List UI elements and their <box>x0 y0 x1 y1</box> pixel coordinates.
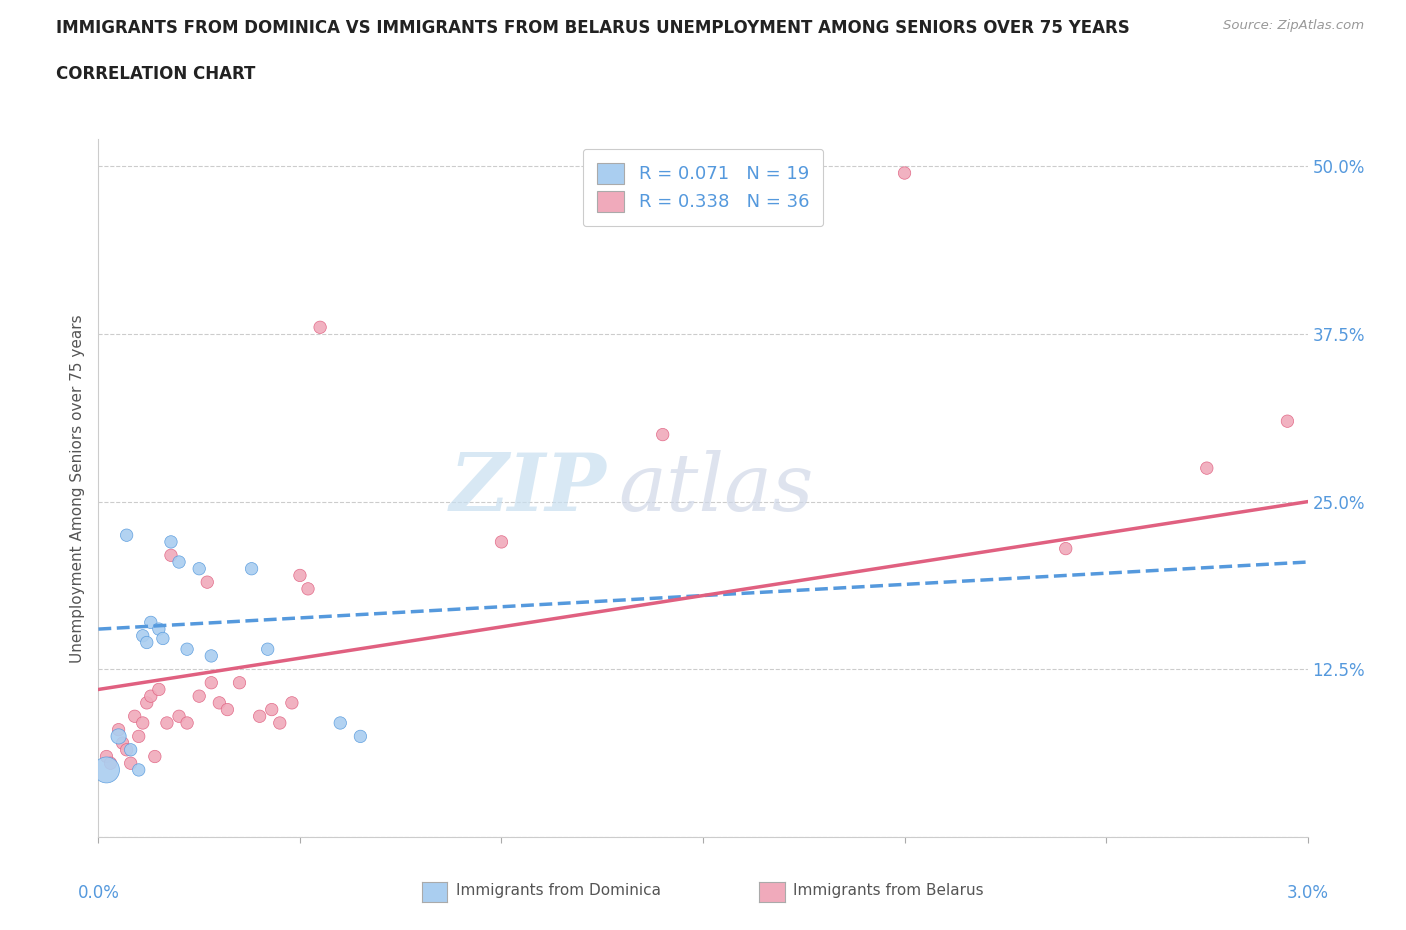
Point <box>309 320 332 335</box>
Point <box>1195 460 1218 475</box>
Point <box>651 427 673 442</box>
Point <box>96 749 118 764</box>
Point <box>128 729 150 744</box>
Point <box>217 702 239 717</box>
Text: Immigrants from Belarus: Immigrants from Belarus <box>793 884 984 898</box>
Point <box>167 554 190 569</box>
Point <box>491 535 513 550</box>
Legend: R = 0.071   N = 19, R = 0.338   N = 36: R = 0.071 N = 19, R = 0.338 N = 36 <box>582 149 824 226</box>
Point <box>329 715 352 730</box>
Point <box>1277 414 1299 429</box>
Point <box>152 631 174 646</box>
Point <box>135 696 157 711</box>
Point <box>200 648 222 663</box>
Point <box>132 715 155 730</box>
Text: atlas: atlas <box>619 449 814 527</box>
Point <box>132 629 155 644</box>
Point <box>240 562 263 577</box>
Point <box>893 166 915 180</box>
Point <box>269 715 291 730</box>
Point <box>281 696 304 711</box>
Point <box>128 763 150 777</box>
Point <box>260 702 283 717</box>
Point <box>120 756 142 771</box>
Point <box>135 635 157 650</box>
Point <box>176 715 198 730</box>
Point <box>107 723 129 737</box>
Point <box>148 621 170 636</box>
Point <box>120 742 142 757</box>
Text: Source: ZipAtlas.com: Source: ZipAtlas.com <box>1223 19 1364 32</box>
Point <box>139 689 162 704</box>
Point <box>288 568 311 583</box>
Point <box>96 763 118 777</box>
Point <box>111 736 134 751</box>
Text: Immigrants from Dominica: Immigrants from Dominica <box>456 884 661 898</box>
Point <box>124 709 146 724</box>
Y-axis label: Unemployment Among Seniors over 75 years: Unemployment Among Seniors over 75 years <box>69 314 84 662</box>
Point <box>188 562 211 577</box>
Point <box>249 709 271 724</box>
Point <box>256 642 278 657</box>
Text: CORRELATION CHART: CORRELATION CHART <box>56 65 256 83</box>
Text: 0.0%: 0.0% <box>77 884 120 902</box>
Text: ZIP: ZIP <box>450 449 606 527</box>
Point <box>115 527 138 542</box>
Point <box>160 548 183 563</box>
Text: 3.0%: 3.0% <box>1286 884 1329 902</box>
Point <box>228 675 250 690</box>
Point <box>167 709 190 724</box>
Point <box>200 675 222 690</box>
Point <box>188 689 211 704</box>
Point <box>208 696 231 711</box>
Point <box>195 575 218 590</box>
Point <box>1054 541 1077 556</box>
Point <box>297 581 319 596</box>
Text: IMMIGRANTS FROM DOMINICA VS IMMIGRANTS FROM BELARUS UNEMPLOYMENT AMONG SENIORS O: IMMIGRANTS FROM DOMINICA VS IMMIGRANTS F… <box>56 19 1130 36</box>
Point <box>349 729 371 744</box>
Point <box>100 756 122 771</box>
Point <box>115 742 138 757</box>
Point <box>148 682 170 697</box>
Point <box>107 729 129 744</box>
Point <box>139 615 162 630</box>
Point <box>156 715 179 730</box>
Point <box>143 749 166 764</box>
Point <box>160 535 183 550</box>
Point <box>176 642 198 657</box>
